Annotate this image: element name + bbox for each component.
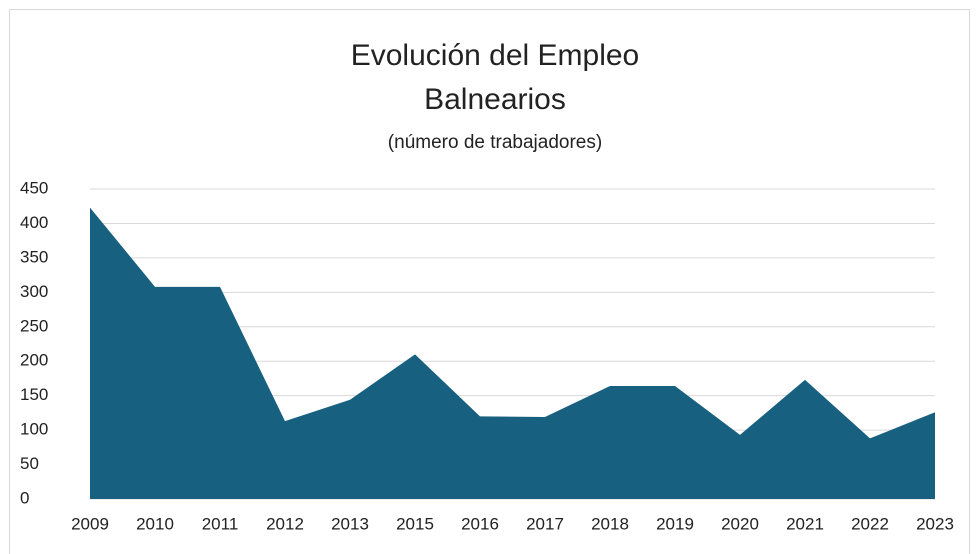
x-tick-label: 2012: [266, 514, 304, 533]
x-tick-label: 2009: [71, 514, 109, 533]
y-tick-label: 50: [20, 454, 39, 473]
y-tick-label: 400: [20, 213, 48, 232]
x-tick-label: 2023: [916, 514, 954, 533]
chart-subtitle: (número de trabajadores): [388, 132, 602, 153]
x-tick-label: 2015: [396, 514, 434, 533]
x-tick-label: 2016: [461, 514, 499, 533]
x-tick-label: 2010: [136, 514, 174, 533]
y-tick-label: 250: [20, 316, 48, 335]
y-tick-label: 100: [20, 420, 48, 439]
x-tick-label: 2011: [202, 514, 239, 533]
x-tick-label: 2017: [526, 514, 564, 533]
y-tick-label: 300: [20, 282, 48, 301]
y-tick-label: 200: [20, 351, 48, 370]
x-tick-label: 2019: [656, 514, 694, 533]
y-tick-label: 350: [20, 247, 48, 266]
x-tick-label: 2020: [721, 514, 759, 533]
y-tick-label: 450: [20, 178, 48, 197]
area: [90, 207, 935, 499]
y-tick-label: 150: [20, 385, 48, 404]
y-tick-label: 0: [20, 488, 29, 507]
chart-title: Balnearios: [424, 83, 566, 116]
x-tick-label: 2021: [786, 514, 824, 533]
chart-title: Evolución del Empleo: [351, 39, 640, 72]
x-tick-label: 2013: [331, 514, 369, 533]
x-tick-label: 2018: [591, 514, 629, 533]
x-tick-label: 2022: [851, 514, 889, 533]
